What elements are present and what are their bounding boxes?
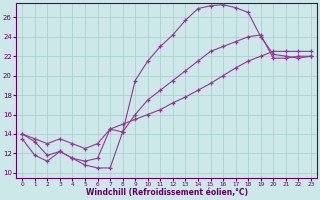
X-axis label: Windchill (Refroidissement éolien,°C): Windchill (Refroidissement éolien,°C): [85, 188, 248, 197]
